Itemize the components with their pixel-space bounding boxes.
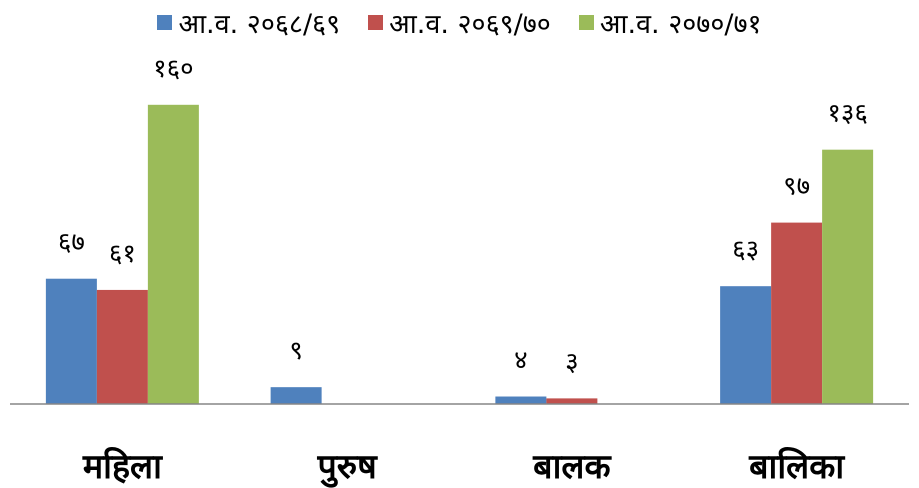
data-label-2-1: ३ [565,347,579,377]
bar-0-2 [147,104,199,405]
bar-3-2 [822,149,874,404]
data-label-3-1: ९७ [783,172,810,202]
bar-3-0 [720,286,772,404]
category-label-3: बालिका [748,446,845,487]
data-label-0-2: १६० [153,54,194,84]
data-label-2-0: ४ [514,346,528,376]
category-label-0: महिला [82,446,163,487]
legend-swatch-2069-70 [368,15,384,30]
bar-2-0 [495,396,547,404]
legend-swatch-2070-71 [578,15,594,30]
legend-label-2070-71: आ.व. २०७०/७१ [599,9,762,40]
bar-0-0 [45,278,97,404]
legend-label-2068-69: आ.व. २०६८/६९ [178,9,341,40]
data-label-1-0: ९ [289,336,303,366]
legend-label-2069-70: आ.व. २०६९/७० [389,9,551,40]
legend-swatch-2068-69 [157,15,173,30]
legend-item-2069-70: आ.व. २०६९/७० [368,4,551,41]
data-label-3-0: ६३ [732,235,759,265]
legend: आ.व. २०६८/६९ आ.व. २०६९/७० आ.व. २०७०/७१ [0,4,919,41]
bar-2-1 [546,398,598,404]
category-label-2: बालक [532,447,612,487]
bar-1-0 [270,387,322,404]
legend-item-2070-71: आ.व. २०७०/७१ [578,4,762,41]
data-label-0-0: ६७ [58,228,85,258]
category-label-1: पुरुष [316,447,378,488]
data-label-3-2: १३६ [827,99,868,129]
bar-0-1 [96,289,148,404]
legend-item-2068-69: आ.व. २०६८/६९ [157,4,340,41]
bar-3-1 [771,222,823,404]
data-label-0-1: ६१ [109,239,136,269]
